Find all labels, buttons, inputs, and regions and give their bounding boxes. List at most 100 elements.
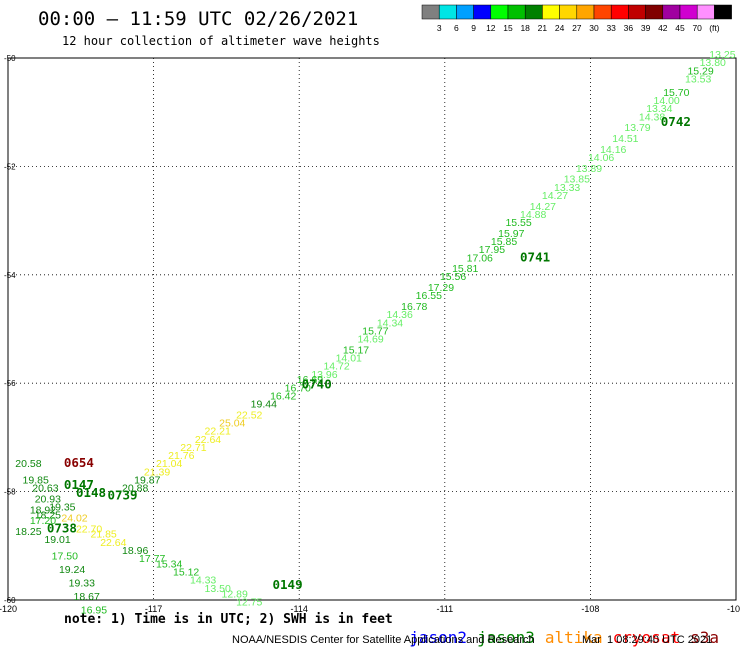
- wave-height-value: 13.50: [205, 583, 231, 595]
- y-tick-label: -50: [4, 54, 16, 63]
- map-title: 00:00 – 11:59 UTC 02/26/2021: [38, 8, 359, 30]
- wave-height-value: 15.81: [452, 263, 478, 275]
- y-tick-label: -60: [4, 596, 16, 605]
- wave-height-value: 13.25: [709, 49, 735, 61]
- satellite-altika: altika: [544, 628, 603, 647]
- wave-height-value: 15.55: [505, 217, 531, 229]
- wave-height-value: 14.16: [600, 144, 626, 156]
- wave-height-value: 13.89: [576, 163, 602, 175]
- satellite-jason2: jason2: [409, 628, 468, 647]
- wave-height-value: 16.70: [285, 382, 311, 394]
- wave-height-value: 14.33: [190, 575, 216, 587]
- wave-height-value: 13.80: [700, 57, 726, 69]
- wave-height-value: 13.34: [646, 103, 672, 115]
- wave-height-value: 20.88: [122, 483, 148, 495]
- wave-height-value: 15.77: [362, 325, 388, 337]
- colorbar-label: 21: [538, 23, 548, 33]
- colorbar-label: 42: [658, 23, 668, 33]
- pass-time-label: 0148: [76, 485, 106, 500]
- wave-height-value: 16.42: [270, 390, 296, 402]
- wave-height-value: 14.72: [323, 361, 349, 373]
- wave-height-value: 19.24: [59, 564, 85, 576]
- x-tick-label: -111: [436, 604, 453, 614]
- colorbar-label: (ft): [709, 23, 720, 33]
- wave-height-value: 22.64: [100, 537, 126, 549]
- map-subtitle: 12 hour collection of altimeter wave hei…: [62, 34, 380, 48]
- colorbar-label: 27: [572, 23, 582, 33]
- wave-height-value: 19.87: [134, 474, 160, 486]
- wave-height-value: 18.25: [35, 510, 61, 522]
- colorbar-label: 15: [503, 23, 513, 33]
- wave-height-value: 14.38: [639, 111, 665, 123]
- colorbar-swatch: [714, 4, 732, 20]
- wave-height-value: 14.01: [336, 353, 362, 365]
- wave-height-value: 14.88: [520, 209, 546, 221]
- x-tick-label: -105: [727, 604, 740, 614]
- pass-time-label: 0149: [273, 577, 303, 592]
- wave-height-value: 20.93: [35, 493, 61, 505]
- wave-height-value: 15.56: [440, 271, 466, 283]
- wave-height-value: 14.34: [377, 317, 403, 329]
- colorbar-label: 36: [624, 23, 634, 33]
- wave-height-value: 14.36: [387, 309, 413, 321]
- wave-height-value: 14.69: [357, 334, 383, 346]
- wave-height-value: 15.29: [687, 65, 713, 77]
- y-tick-label: -52: [4, 162, 16, 171]
- wave-height-value: 17.95: [479, 244, 505, 256]
- wave-height-value: 18.25: [15, 526, 41, 538]
- wave-height-value: 18.92: [30, 504, 56, 516]
- colorbar-label: 6: [454, 23, 459, 33]
- wave-height-value: 20.58: [15, 458, 41, 470]
- wave-height-value: 17.06: [467, 252, 493, 264]
- wave-height-value: 17.29: [428, 282, 454, 294]
- wave-height-value: 17.20: [30, 515, 56, 527]
- colorbar-label: 39: [641, 23, 651, 33]
- wave-height-value: 17.50: [52, 550, 78, 562]
- colorbar-label: 30: [589, 23, 599, 33]
- wave-height-value: 22.70: [76, 523, 102, 535]
- wave-height-value: 13.53: [685, 73, 711, 85]
- wave-height-value: 16.78: [401, 301, 427, 313]
- wave-height-value: 14.51: [612, 133, 638, 145]
- wave-height-value: 14.00: [653, 95, 679, 107]
- x-tick-label: -108: [581, 604, 599, 614]
- wave-height-value: 13.79: [624, 122, 650, 134]
- colorbar-label: 9: [471, 23, 476, 33]
- wave-height-value: 19.01: [44, 534, 70, 546]
- wave-height-value: 13.85: [564, 174, 590, 186]
- wave-height-value: 15.97: [498, 228, 524, 240]
- map-frame: [7, 57, 737, 601]
- wave-height-value: 19.85: [23, 474, 49, 486]
- credit-line: NOAA/NESDIS Center for Satellite Applica…: [232, 634, 535, 646]
- satellite-jason3: jason3: [477, 628, 535, 647]
- wave-height-value: 15.12: [173, 567, 199, 579]
- colorbar-label: 3: [437, 23, 442, 33]
- colorbar-label: 24: [555, 23, 565, 33]
- wave-height-value: 15.85: [491, 236, 517, 248]
- pass-time-label: 0742: [661, 114, 691, 129]
- wave-height-value: 16.69: [297, 374, 323, 386]
- x-tick-label: -120: [0, 604, 17, 614]
- pass-time-label: 0739: [107, 488, 137, 503]
- wave-height-value: 19.44: [251, 399, 277, 411]
- wave-height-value: 15.70: [663, 87, 689, 99]
- colorbar-label: 18: [520, 23, 530, 33]
- wave-height-value: 17.77: [139, 553, 165, 565]
- wave-height-value: 22.71: [180, 442, 206, 454]
- wave-height-value: 18.67: [74, 591, 100, 603]
- wave-height-value: 21.76: [168, 450, 194, 462]
- wave-height-value: 13.33: [554, 182, 580, 194]
- wave-height-value: 16.55: [416, 290, 442, 302]
- pass-time-label: 0654: [64, 455, 94, 470]
- wave-height-value: 21.85: [91, 529, 117, 541]
- wave-height-value: 21.39: [144, 466, 170, 478]
- pass-time-label: 0147: [64, 477, 94, 492]
- wave-height-value: 12.75: [236, 596, 262, 608]
- colorbar-label: 12: [486, 23, 496, 33]
- satellite-legend: jason2 jason3 altika cryosat s3a: [390, 609, 729, 647]
- wave-height-value: 22.52: [236, 409, 262, 421]
- y-tick-label: -56: [4, 379, 16, 388]
- wave-height-value: 24.02: [61, 512, 87, 524]
- x-tick-label: -114: [291, 604, 308, 614]
